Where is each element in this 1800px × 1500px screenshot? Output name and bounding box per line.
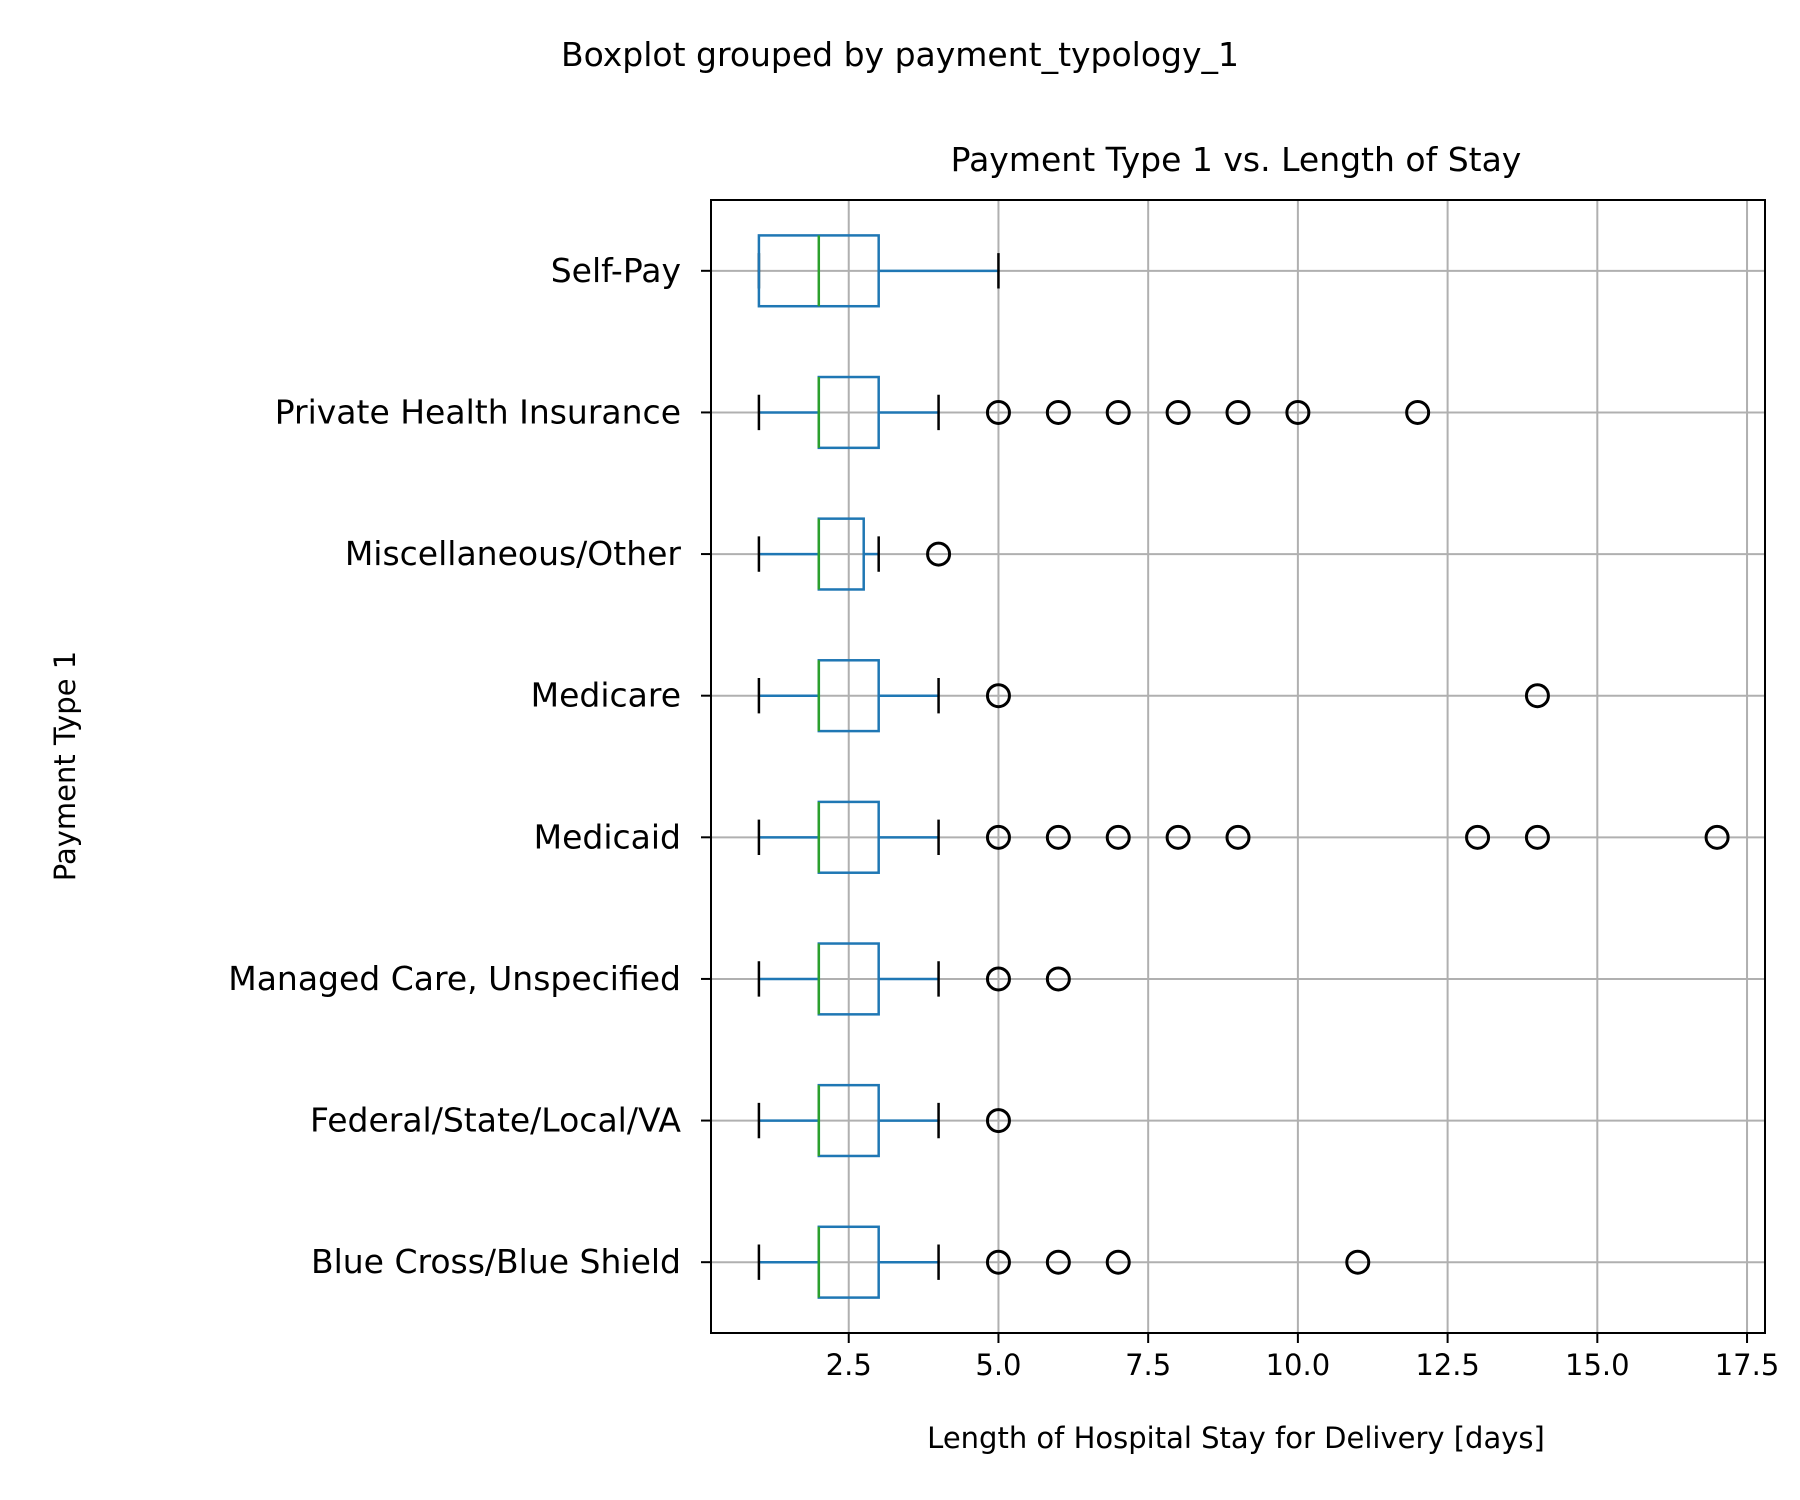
outlier-point xyxy=(985,1249,1011,1275)
box-group xyxy=(757,234,1730,1299)
outlier-point xyxy=(1524,824,1550,850)
x-tick-label: 7.5 xyxy=(1125,1348,1171,1382)
outlier-point xyxy=(985,1108,1011,1134)
outlier-point xyxy=(985,683,1011,709)
y-axis-label: Payment Type 1 xyxy=(48,651,82,881)
outlier-point xyxy=(985,824,1011,850)
x-tick-label: 10.0 xyxy=(1266,1348,1331,1382)
y-tick-label: Blue Cross/Blue Shield xyxy=(311,1242,681,1281)
outlier-point xyxy=(1105,824,1131,850)
y-tick-label: Managed Care, Unspecified xyxy=(228,959,681,998)
outlier-point xyxy=(1045,399,1071,425)
box-private-health-insurance xyxy=(757,375,1431,450)
grid-lines xyxy=(711,200,1765,1333)
outlier-point xyxy=(1165,824,1191,850)
outlier-point xyxy=(1285,399,1311,425)
outlier-point xyxy=(1345,1249,1371,1275)
y-tick-label: Self-Pay xyxy=(551,251,681,290)
outlier-point xyxy=(1225,824,1251,850)
outlier-point xyxy=(926,541,952,567)
outlier-point xyxy=(1704,824,1730,850)
box-federal-state-local-va xyxy=(757,1083,1011,1158)
x-tick-label: 15.0 xyxy=(1565,1348,1630,1382)
outlier-point xyxy=(1165,399,1191,425)
x-tick-label: 2.5 xyxy=(826,1348,872,1382)
axes: 2.5 5.0 7.5 10.0 12.5 15.0 17.5 Blue Cross/Blue… xyxy=(228,199,1780,1382)
plot-frame xyxy=(710,199,1766,1334)
outlier-point xyxy=(1045,1249,1071,1275)
box-managed-care-unspecified xyxy=(757,942,1071,1016)
chart-suptitle: Boxplot grouped by payment_typology_1 xyxy=(561,35,1239,74)
x-tick-label: 17.5 xyxy=(1715,1348,1780,1382)
outlier-point xyxy=(1225,399,1251,425)
x-axis-label: Length of Hospital Stay for Delivery [da… xyxy=(927,1421,1545,1455)
x-tick-label: 5.0 xyxy=(975,1348,1021,1382)
box-miscellaneous-other xyxy=(757,517,952,591)
outlier-point xyxy=(1105,399,1131,425)
outlier-point xyxy=(1405,399,1431,425)
y-tick-label: Miscellaneous/Other xyxy=(345,534,682,573)
box-medicare xyxy=(757,659,1550,733)
y-tick-label: Medicaid xyxy=(534,817,681,856)
chart-title: Payment Type 1 vs. Length of Stay xyxy=(951,140,1522,179)
y-tick-label: Federal/State/Local/VA xyxy=(310,1101,681,1140)
outlier-point xyxy=(1045,824,1071,850)
y-tick-label: Medicare xyxy=(531,676,681,715)
outlier-point xyxy=(1465,824,1491,850)
box-self-pay xyxy=(757,234,1000,308)
x-tick-label: 12.5 xyxy=(1415,1348,1480,1382)
y-tick-label: Private Health Insurance xyxy=(275,392,681,431)
outlier-point xyxy=(1524,683,1550,709)
outlier-point xyxy=(1045,966,1071,992)
outlier-point xyxy=(985,399,1011,425)
box-blue-cross-blue-shield xyxy=(757,1225,1371,1299)
outlier-point xyxy=(985,966,1011,992)
outlier-point xyxy=(1105,1249,1131,1275)
box-medicaid xyxy=(757,800,1730,874)
